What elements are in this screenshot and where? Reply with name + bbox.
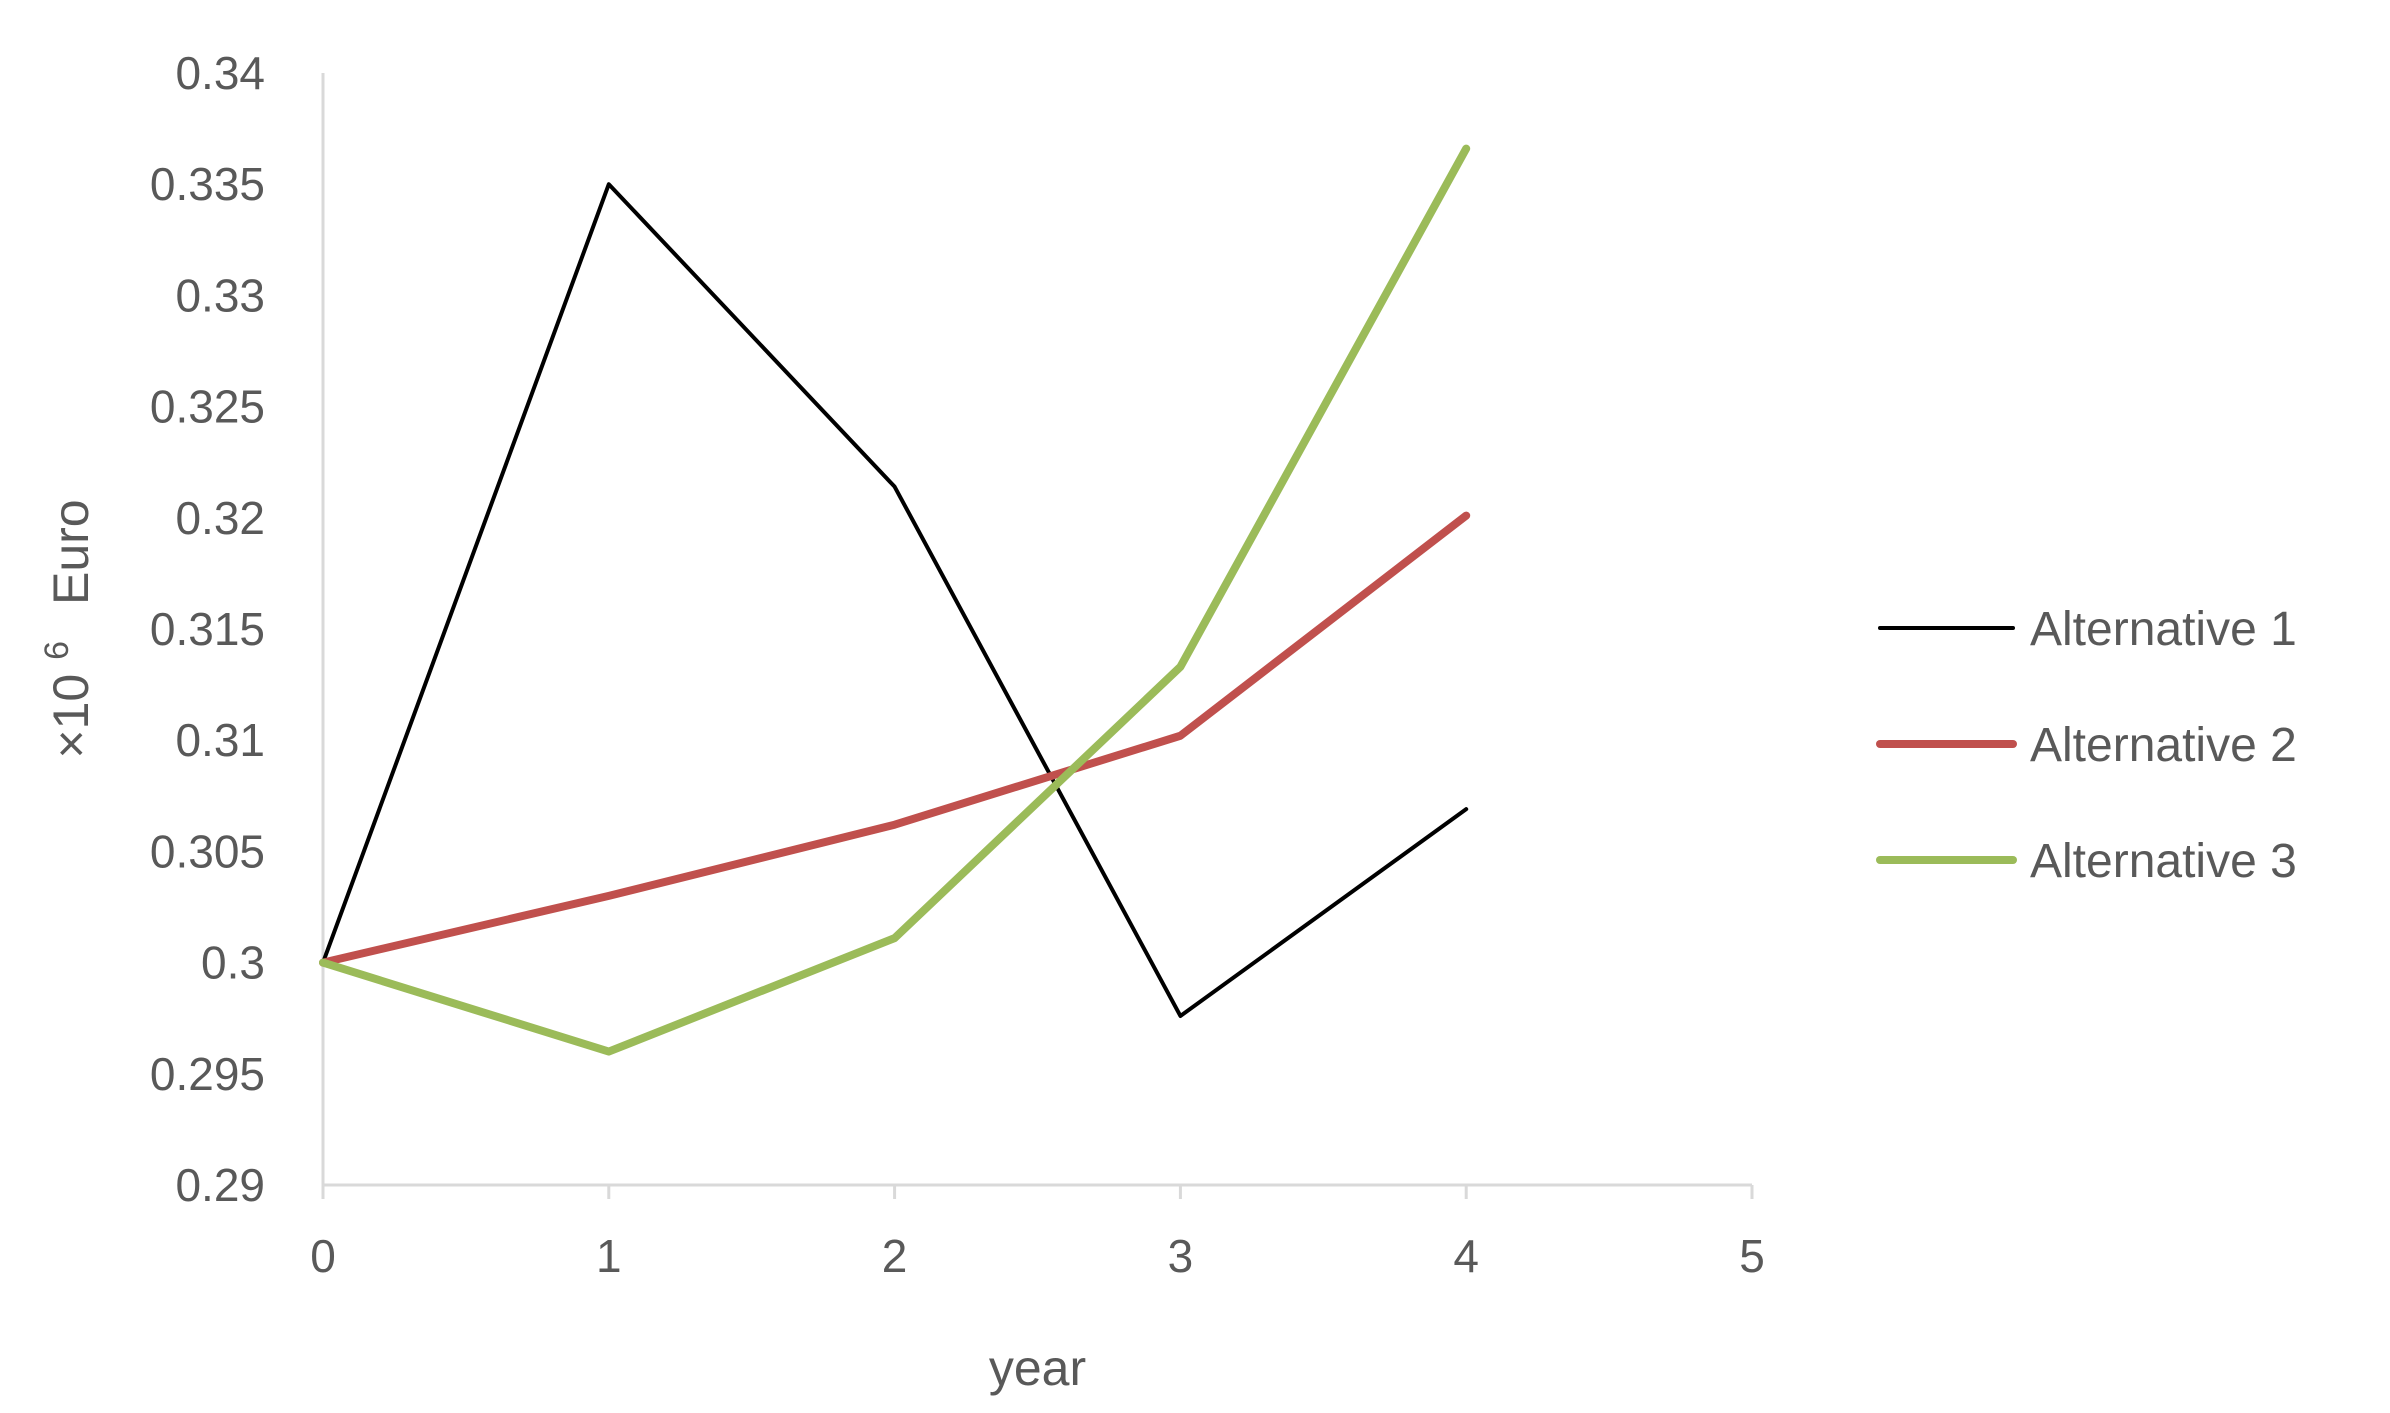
y-tick-label: 0.33 — [175, 269, 265, 321]
y-tick-label: 0.31 — [175, 714, 265, 766]
x-axis-title: year — [989, 1340, 1086, 1396]
x-tick-marks — [321, 1185, 1754, 1199]
y-tick-label: 0.32 — [175, 492, 265, 544]
y-axis-title-prefix: ×10 — [43, 674, 99, 759]
series-line-alternative-3 — [319, 144, 1471, 1056]
x-tick-label: 2 — [882, 1230, 908, 1282]
x-tick-label: 3 — [1168, 1230, 1194, 1282]
y-tick-labels: 0.29 0.295 0.3 0.305 0.31 0.315 0.32 0.325 0.33 0… — [150, 47, 265, 1211]
y-tick-label: 0.335 — [150, 158, 265, 210]
legend-label: Alternative 3 — [2030, 835, 2297, 888]
series-line-alternative-1 — [321, 182, 1469, 1018]
y-tick-label: 0.325 — [150, 381, 265, 433]
x-tick-label: 4 — [1453, 1230, 1479, 1282]
legend: Alternative 1 Alternative 2 Alternative 3 — [1876, 603, 2297, 888]
y-tick-label: 0.34 — [175, 47, 265, 99]
series-line-alternative-2 — [319, 511, 1471, 967]
y-tick-label: 0.29 — [175, 1159, 265, 1211]
y-axis-title: ×10 6 Euro — [23, 499, 99, 758]
y-tick-label: 0.295 — [150, 1048, 265, 1100]
y-tick-label: 0.305 — [150, 825, 265, 877]
x-tick-label: 5 — [1739, 1230, 1765, 1282]
series-lines — [319, 144, 1471, 1056]
y-tick-label: 0.3 — [201, 937, 265, 989]
x-tick-label: 1 — [596, 1230, 622, 1282]
y-axis-title-exponent: 6 — [38, 641, 76, 660]
x-tick-label: 0 — [310, 1230, 336, 1282]
x-axis: 0 1 2 3 4 5 — [310, 1183, 1765, 1282]
legend-label: Alternative 1 — [2030, 603, 2297, 656]
y-axis: 0.29 0.295 0.3 0.305 0.31 0.315 0.32 0.325 0.33 0… — [150, 47, 325, 1211]
y-axis-title-unit: Euro — [43, 499, 99, 605]
y-tick-label: 0.315 — [150, 603, 265, 655]
x-tick-labels: 0 1 2 3 4 5 — [310, 1230, 1765, 1282]
legend-label: Alternative 2 — [2030, 719, 2297, 772]
